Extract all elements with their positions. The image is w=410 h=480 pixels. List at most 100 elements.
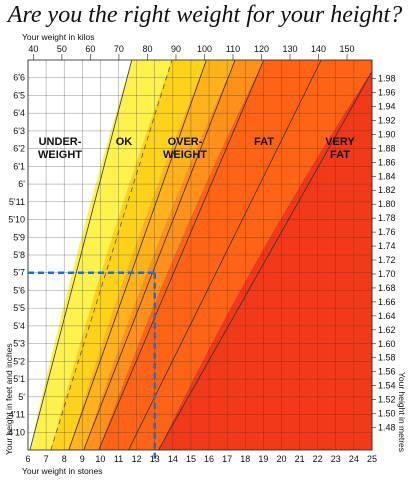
bottom-axis-label: Your weight in stones xyxy=(22,466,103,476)
zone-label-4-line-0: VERY xyxy=(325,136,355,148)
zone-label-1-line-0: OK xyxy=(116,136,133,148)
left-tick-10: 5'8 xyxy=(13,250,25,260)
right-tick-2: 1.52 xyxy=(378,395,396,405)
boundary-line-5 xyxy=(128,60,322,450)
right-tick-9: 1.66 xyxy=(378,297,396,307)
boundary-line-3 xyxy=(83,60,236,450)
bottom-tick-7: 7 xyxy=(44,454,49,464)
zone-label-0: UNDER-WEIGHT xyxy=(38,136,82,161)
bottom-tick-8: 8 xyxy=(62,454,67,464)
bottom-tick-24: 24 xyxy=(349,454,359,464)
right-tick-24: 1.96 xyxy=(378,88,396,98)
left-tick-16: 6'2 xyxy=(13,144,25,154)
right-tick-1: 1.50 xyxy=(378,409,396,419)
right-tick-8: 1.64 xyxy=(378,311,396,321)
left-tick-19: 6'5 xyxy=(13,90,25,100)
bottom-tick-22: 22 xyxy=(313,454,323,464)
left-tick-12: 5'10 xyxy=(8,215,25,225)
left-tick-9: 5'7 xyxy=(13,268,25,278)
left-tick-0: 4'10 xyxy=(8,427,25,437)
boundary-line-4 xyxy=(98,60,265,450)
left-tick-17: 6'3 xyxy=(13,126,25,136)
left-tick-1: 4'11 xyxy=(9,410,25,420)
plot-border xyxy=(27,59,373,451)
top-tick-50: 50 xyxy=(57,44,67,54)
boundary-line-6 xyxy=(158,70,372,450)
right-tick-12: 1.72 xyxy=(378,255,396,265)
zone-label-0-line-0: UNDER- xyxy=(39,136,82,148)
example-layer xyxy=(28,271,156,460)
bottom-tick-10: 10 xyxy=(95,454,105,464)
left-tick-13: 5'11 xyxy=(9,197,25,207)
bottom-tick-18: 18 xyxy=(240,454,250,464)
right-tick-23: 1.94 xyxy=(378,101,396,111)
right-tick-19: 1.86 xyxy=(378,157,396,167)
bottom-tick-14: 14 xyxy=(168,454,178,464)
bottom-tick-16: 16 xyxy=(204,454,214,464)
right-tick-7: 1.62 xyxy=(378,325,396,335)
bottom-tick-21: 21 xyxy=(295,454,305,464)
bottom-tick-19: 19 xyxy=(258,454,268,464)
chart-title: Are you the right weight for your height… xyxy=(7,2,403,28)
right-tick-16: 1.80 xyxy=(378,199,396,209)
zone-label-0-line-1: WEIGHT xyxy=(38,149,82,161)
zone-label-1: OK xyxy=(116,136,133,148)
right-tick-10: 1.68 xyxy=(378,283,396,293)
bottom-tick-11: 11 xyxy=(114,454,123,464)
left-tick-2: 5' xyxy=(18,392,25,402)
right-tick-0: 1.48 xyxy=(378,423,396,433)
top-tick-40: 40 xyxy=(28,44,38,54)
zone-label-2: OVER-WEIGHT xyxy=(163,136,207,161)
zone-underweight xyxy=(28,60,132,450)
zone-label-2-line-1: WEIGHT xyxy=(163,149,207,161)
left-tick-4: 5'2 xyxy=(13,356,25,366)
left-axis-label: Your height in feet and inches xyxy=(4,343,14,455)
zone-label-3-line-0: FAT xyxy=(254,136,274,148)
right-tick-25: 1.98 xyxy=(378,74,396,84)
left-tick-3: 5'1 xyxy=(13,374,25,384)
bottom-tick-25: 25 xyxy=(367,454,377,464)
left-tick-14: 6' xyxy=(18,179,25,189)
grid-layer xyxy=(27,59,373,451)
right-tick-20: 1.88 xyxy=(378,143,396,153)
bottom-tick-6: 6 xyxy=(25,454,30,464)
left-tick-7: 5'5 xyxy=(13,303,25,313)
zone-label-2-line-0: OVER- xyxy=(168,136,203,148)
top-tick-150: 150 xyxy=(340,44,355,54)
right-tick-21: 1.90 xyxy=(378,129,396,139)
boundary-lines-layer xyxy=(29,60,372,450)
left-tick-20: 6'6 xyxy=(13,73,25,83)
bottom-tick-9: 9 xyxy=(80,454,85,464)
zone-label-3: FAT xyxy=(254,136,274,148)
left-tick-18: 6'4 xyxy=(13,108,25,118)
top-tick-110: 110 xyxy=(226,44,240,54)
right-tick-3: 1.54 xyxy=(378,381,396,391)
bottom-tick-15: 15 xyxy=(186,454,196,464)
right-tick-17: 1.82 xyxy=(378,185,396,195)
ticks-layer: 40 50 60 70 80 90 100 110 120 130 140 150 6 7 8 9 10 11 12… xyxy=(8,44,395,464)
top-tick-70: 70 xyxy=(114,44,124,54)
top-tick-60: 60 xyxy=(85,44,95,54)
bottom-tick-12: 12 xyxy=(132,454,142,464)
boundary-line-2 xyxy=(68,60,207,450)
top-tick-120: 120 xyxy=(254,44,269,54)
right-tick-13: 1.74 xyxy=(378,241,396,251)
left-tick-8: 5'6 xyxy=(13,285,25,295)
top-axis-label: Your weight in kilos xyxy=(22,32,94,42)
top-tick-90: 90 xyxy=(171,44,181,54)
bottom-tick-17: 17 xyxy=(222,454,232,464)
zone-label-4-line-1: FAT xyxy=(330,149,350,161)
right-tick-18: 1.84 xyxy=(378,171,396,181)
top-tick-100: 100 xyxy=(197,44,212,54)
top-tick-80: 80 xyxy=(142,44,152,54)
right-tick-14: 1.76 xyxy=(378,227,396,237)
left-tick-11: 5'9 xyxy=(13,232,25,242)
right-tick-6: 1.60 xyxy=(378,339,396,349)
bottom-tick-13: 13 xyxy=(150,454,160,464)
top-tick-130: 130 xyxy=(282,44,297,54)
left-tick-6: 5'4 xyxy=(13,321,25,331)
bottom-tick-23: 23 xyxy=(331,454,341,464)
right-tick-5: 1.58 xyxy=(378,353,396,363)
